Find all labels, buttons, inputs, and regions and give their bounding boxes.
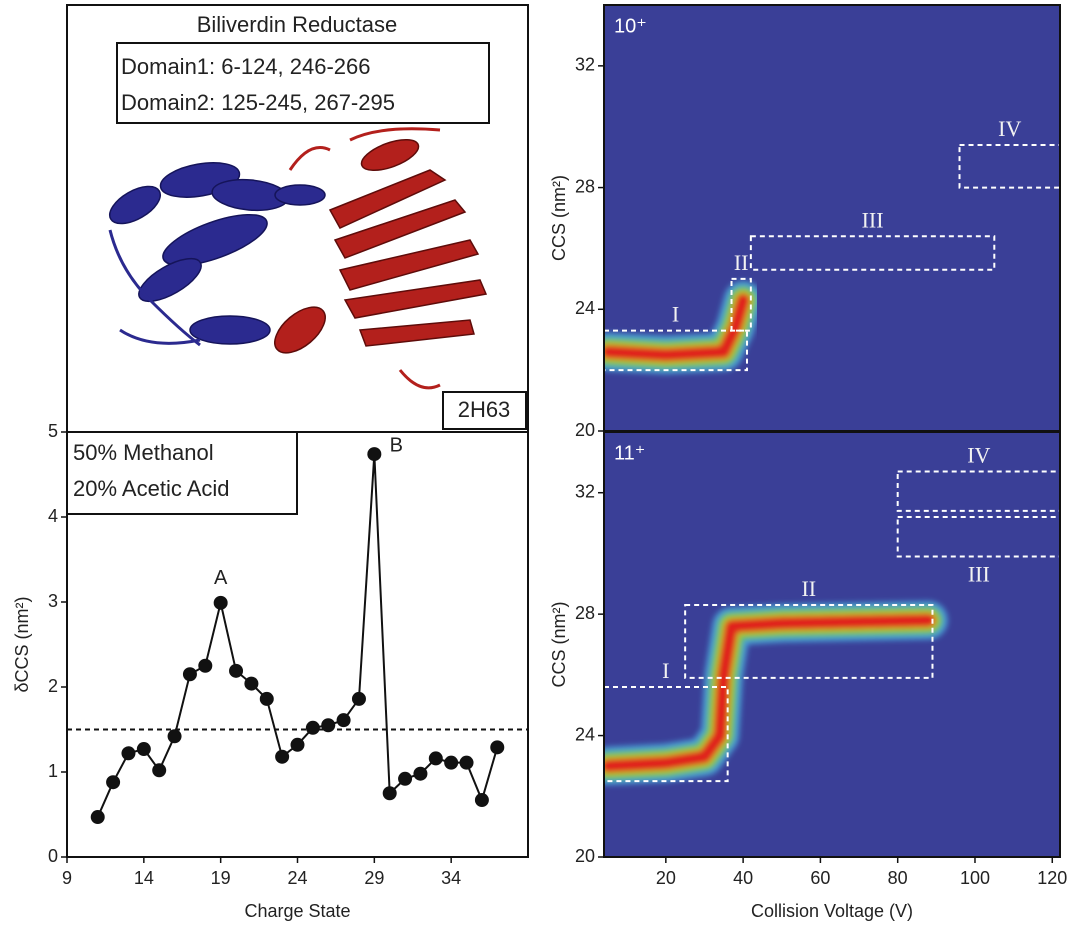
notes-box: 50% Methanol 20% Acetic Acid bbox=[67, 432, 297, 514]
figure: Biliverdin Reductase Domain1: 6-124, 246… bbox=[0, 0, 1081, 927]
protein-domain2 bbox=[267, 129, 486, 388]
data-point bbox=[229, 664, 243, 678]
structure-title: Biliverdin Reductase bbox=[197, 12, 398, 37]
data-point bbox=[137, 742, 151, 756]
region-label: III bbox=[862, 207, 884, 232]
data-point bbox=[383, 786, 397, 800]
y-axis-label: δCCS (nm²) bbox=[12, 596, 32, 692]
x-axis-label: Charge State bbox=[244, 901, 350, 921]
x-tick-label: 14 bbox=[134, 868, 154, 888]
data-point bbox=[183, 667, 197, 681]
data-point bbox=[152, 763, 166, 777]
data-point bbox=[398, 772, 412, 786]
data-point bbox=[413, 767, 427, 781]
data-point bbox=[475, 793, 489, 807]
x-tick-label: 60 bbox=[810, 868, 830, 888]
region-label: IV bbox=[998, 116, 1021, 141]
data-point bbox=[352, 692, 366, 706]
y-tick-label: 1 bbox=[48, 761, 58, 781]
note-text: 20% Acetic Acid bbox=[73, 476, 230, 501]
data-point bbox=[291, 738, 305, 752]
y-tick-label: 28 bbox=[575, 603, 595, 623]
structure-panel: Biliverdin Reductase Domain1: 6-124, 246… bbox=[67, 5, 528, 432]
y-tick-label: 20 bbox=[575, 846, 595, 866]
y-tick-label: 24 bbox=[575, 724, 595, 744]
x-tick-label: 24 bbox=[287, 868, 307, 888]
x-tick-label: 29 bbox=[364, 868, 384, 888]
data-point bbox=[91, 810, 105, 824]
data-point bbox=[321, 718, 335, 732]
region-label: III bbox=[968, 562, 990, 587]
data-point bbox=[121, 746, 135, 760]
y-tick-label: 5 bbox=[48, 421, 58, 441]
x-tick-label: 20 bbox=[656, 868, 676, 888]
x-tick-label: 9 bbox=[62, 868, 72, 888]
region-label: I bbox=[672, 302, 679, 327]
domain-text: Domain1: 6-124, 246-266 bbox=[121, 54, 371, 79]
y-tick-label: 0 bbox=[48, 846, 58, 866]
y-tick-label: 24 bbox=[575, 298, 595, 318]
y-tick-label: 3 bbox=[48, 591, 58, 611]
y-axis-label: CCS (nm²) bbox=[549, 175, 569, 261]
data-point bbox=[490, 740, 504, 754]
y-tick-label: 28 bbox=[575, 176, 595, 196]
data-point bbox=[244, 677, 258, 691]
data-point bbox=[106, 775, 120, 789]
data-point bbox=[429, 751, 443, 765]
data-point bbox=[460, 756, 474, 770]
y-tick-label: 4 bbox=[48, 506, 58, 526]
region-label: IV bbox=[967, 443, 990, 468]
annotation: B bbox=[390, 434, 403, 456]
data-point bbox=[260, 692, 274, 706]
x-tick-label: 40 bbox=[733, 868, 753, 888]
y-tick-label: 32 bbox=[575, 55, 595, 75]
x-axis-label: Collision Voltage (V) bbox=[751, 901, 913, 921]
panel-label: 10⁺ bbox=[614, 15, 647, 37]
x-tick-label: 80 bbox=[888, 868, 908, 888]
region-label: II bbox=[801, 576, 816, 601]
y-tick-label: 20 bbox=[575, 420, 595, 440]
note-text: 50% Methanol bbox=[73, 440, 214, 465]
data-point bbox=[306, 721, 320, 735]
region-label: II bbox=[734, 250, 749, 275]
data-point bbox=[168, 729, 182, 743]
data-point bbox=[198, 659, 212, 673]
x-tick-label: 34 bbox=[441, 868, 461, 888]
y-tick-label: 2 bbox=[48, 676, 58, 696]
panel-label: 11⁺ bbox=[614, 442, 645, 464]
x-tick-label: 120 bbox=[1037, 868, 1067, 888]
region-label: I bbox=[662, 658, 669, 683]
annotation: A bbox=[214, 567, 228, 589]
y-tick-label: 32 bbox=[575, 481, 595, 501]
data-point bbox=[444, 756, 458, 770]
x-tick-label: 19 bbox=[211, 868, 231, 888]
pdb-id: 2H63 bbox=[458, 397, 511, 422]
domain-text: Domain2: 125-245, 267-295 bbox=[121, 90, 395, 115]
data-point bbox=[275, 750, 289, 764]
x-tick-label: 100 bbox=[960, 868, 990, 888]
y-axis-label: CCS (nm²) bbox=[549, 602, 569, 688]
data-point bbox=[337, 713, 351, 727]
data-point bbox=[214, 596, 228, 610]
data-point bbox=[367, 447, 381, 461]
